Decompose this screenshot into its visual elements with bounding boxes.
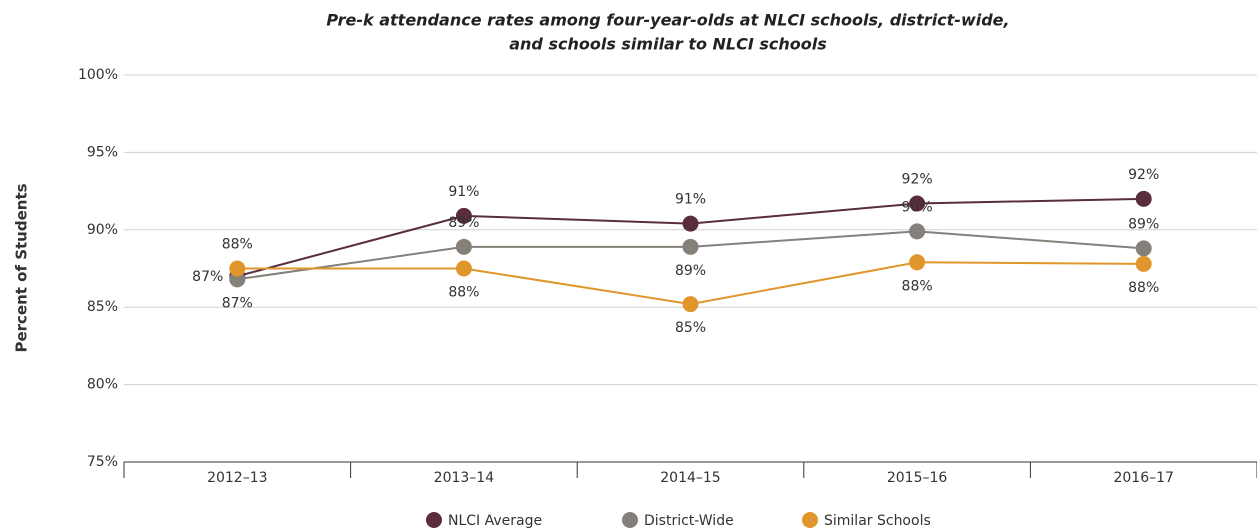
data-point [909, 195, 926, 212]
data-label: 87% [222, 295, 253, 311]
y-tick-label: 95% [87, 144, 118, 160]
y-tick-label: 85% [87, 299, 118, 315]
x-tick-label: 2014–15 [660, 470, 720, 486]
data-label: 88% [448, 285, 479, 301]
data-label: 92% [1128, 167, 1159, 183]
legend-swatch [802, 512, 818, 528]
data-label: 88% [222, 237, 253, 253]
legend-swatch [622, 512, 638, 528]
legend-label: Similar Schools [824, 513, 931, 529]
data-point [455, 260, 472, 277]
data-label: 90% [902, 199, 933, 215]
data-label: 87% [192, 269, 223, 285]
data-point [909, 254, 926, 271]
x-tick-label: 2015–16 [887, 470, 948, 486]
data-label: 89% [1128, 216, 1159, 232]
data-point [455, 238, 472, 255]
data-label: 85% [675, 320, 706, 336]
data-label: 89% [448, 215, 479, 231]
y-tick-label: 75% [87, 454, 118, 470]
data-point [1135, 240, 1152, 257]
chart-title: Pre-k attendance rates among four-year-o… [326, 11, 1009, 30]
data-point [455, 207, 472, 224]
x-tick-label: 2012–13 [207, 470, 267, 486]
x-tick-label: 2013–14 [434, 470, 495, 486]
y-axis-label: Percent of Students [13, 183, 31, 352]
data-label: 91% [448, 184, 479, 200]
data-point [229, 260, 246, 277]
data-point [682, 215, 699, 232]
y-tick-label: 80% [87, 377, 118, 393]
data-point [1135, 255, 1152, 272]
y-tick-label: 90% [87, 222, 118, 238]
data-point [909, 223, 926, 240]
data-point [1135, 190, 1152, 207]
legend-label: District-Wide [644, 513, 734, 529]
data-label: 88% [1128, 280, 1159, 296]
y-tick-label: 100% [78, 67, 118, 83]
data-label: 88% [902, 278, 933, 294]
x-tick-label: 2016–17 [1113, 470, 1173, 486]
data-label: 89% [675, 263, 706, 279]
data-point [682, 238, 699, 255]
data-point [682, 296, 699, 313]
legend-swatch [426, 512, 442, 528]
data-label: 91% [675, 192, 706, 208]
data-label: 92% [902, 171, 933, 187]
chart-title: and schools similar to NLCI schools [509, 35, 827, 54]
legend-label: NLCI Average [448, 513, 542, 529]
